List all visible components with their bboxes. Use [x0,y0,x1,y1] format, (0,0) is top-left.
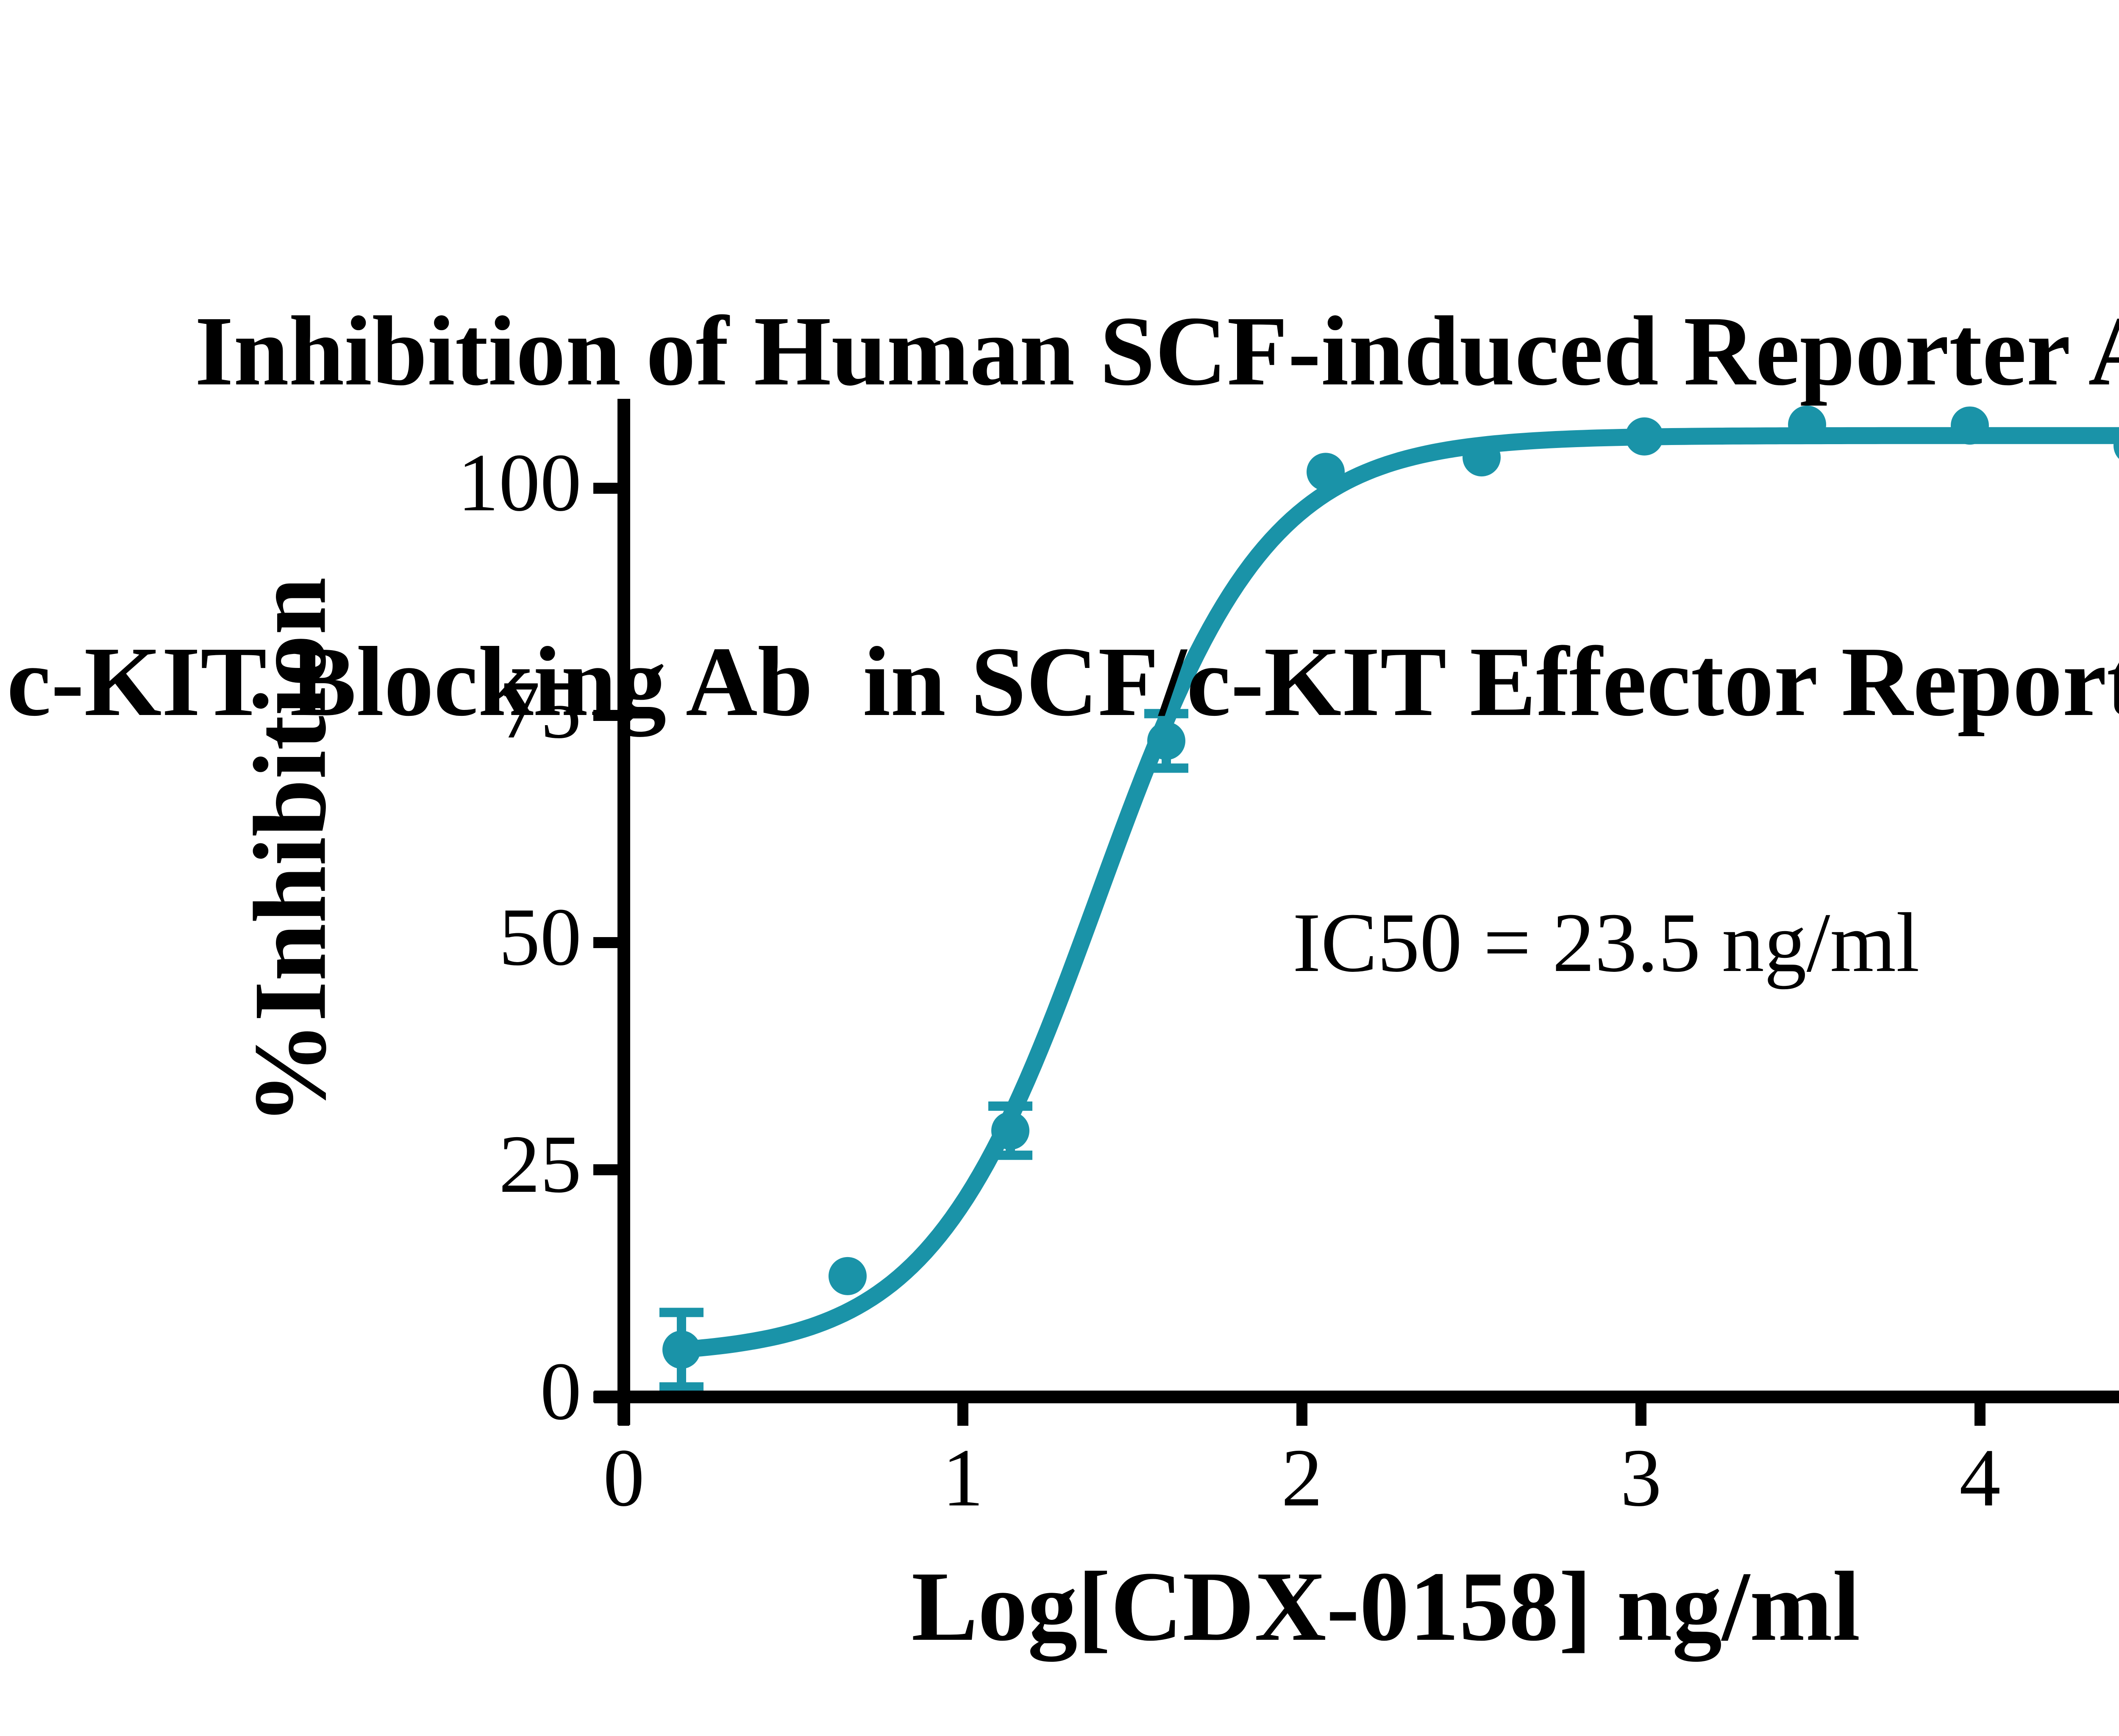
x-tick-label: 0 [603,1432,645,1524]
x-tick-label: 2 [1281,1432,1323,1524]
y-tick-label: 25 [499,1118,581,1210]
data-point [1463,438,1501,477]
data-point [1307,453,1345,491]
x-tick-label: 1 [942,1432,984,1524]
y-tick-label: 75 [499,664,581,756]
data-point [1951,406,1989,445]
x-tick-label: 3 [1620,1432,1662,1524]
chart-title-line2: c-KIT Blocking Ab in SCF/c-KIT Effector … [7,626,2119,737]
data-point [829,1257,867,1295]
chart-title: Inhibition of Human SCF-induced Reporter… [0,75,2119,957]
data-point [1788,405,1826,444]
data-point [991,1111,1029,1150]
y-tick-label: 50 [499,891,581,983]
data-point [662,1330,701,1369]
ic50-annotation: IC50 = 23.5 ng/ml [1293,896,1920,990]
data-point [1625,417,1663,456]
data-point [1147,722,1185,760]
y-tick-label: 0 [540,1346,582,1437]
x-tick-label: 4 [1959,1432,2001,1524]
y-axis-title: %Inhibition [232,577,348,1126]
fit-curve [673,427,2119,1358]
chart-title-line1: Inhibition of Human SCF-induced Reporter… [195,296,2119,406]
data-point [2113,432,2119,459]
y-tick-label: 100 [457,437,582,529]
x-axis-title: Log[CDX-0158] ng/ml [911,1551,1860,1661]
